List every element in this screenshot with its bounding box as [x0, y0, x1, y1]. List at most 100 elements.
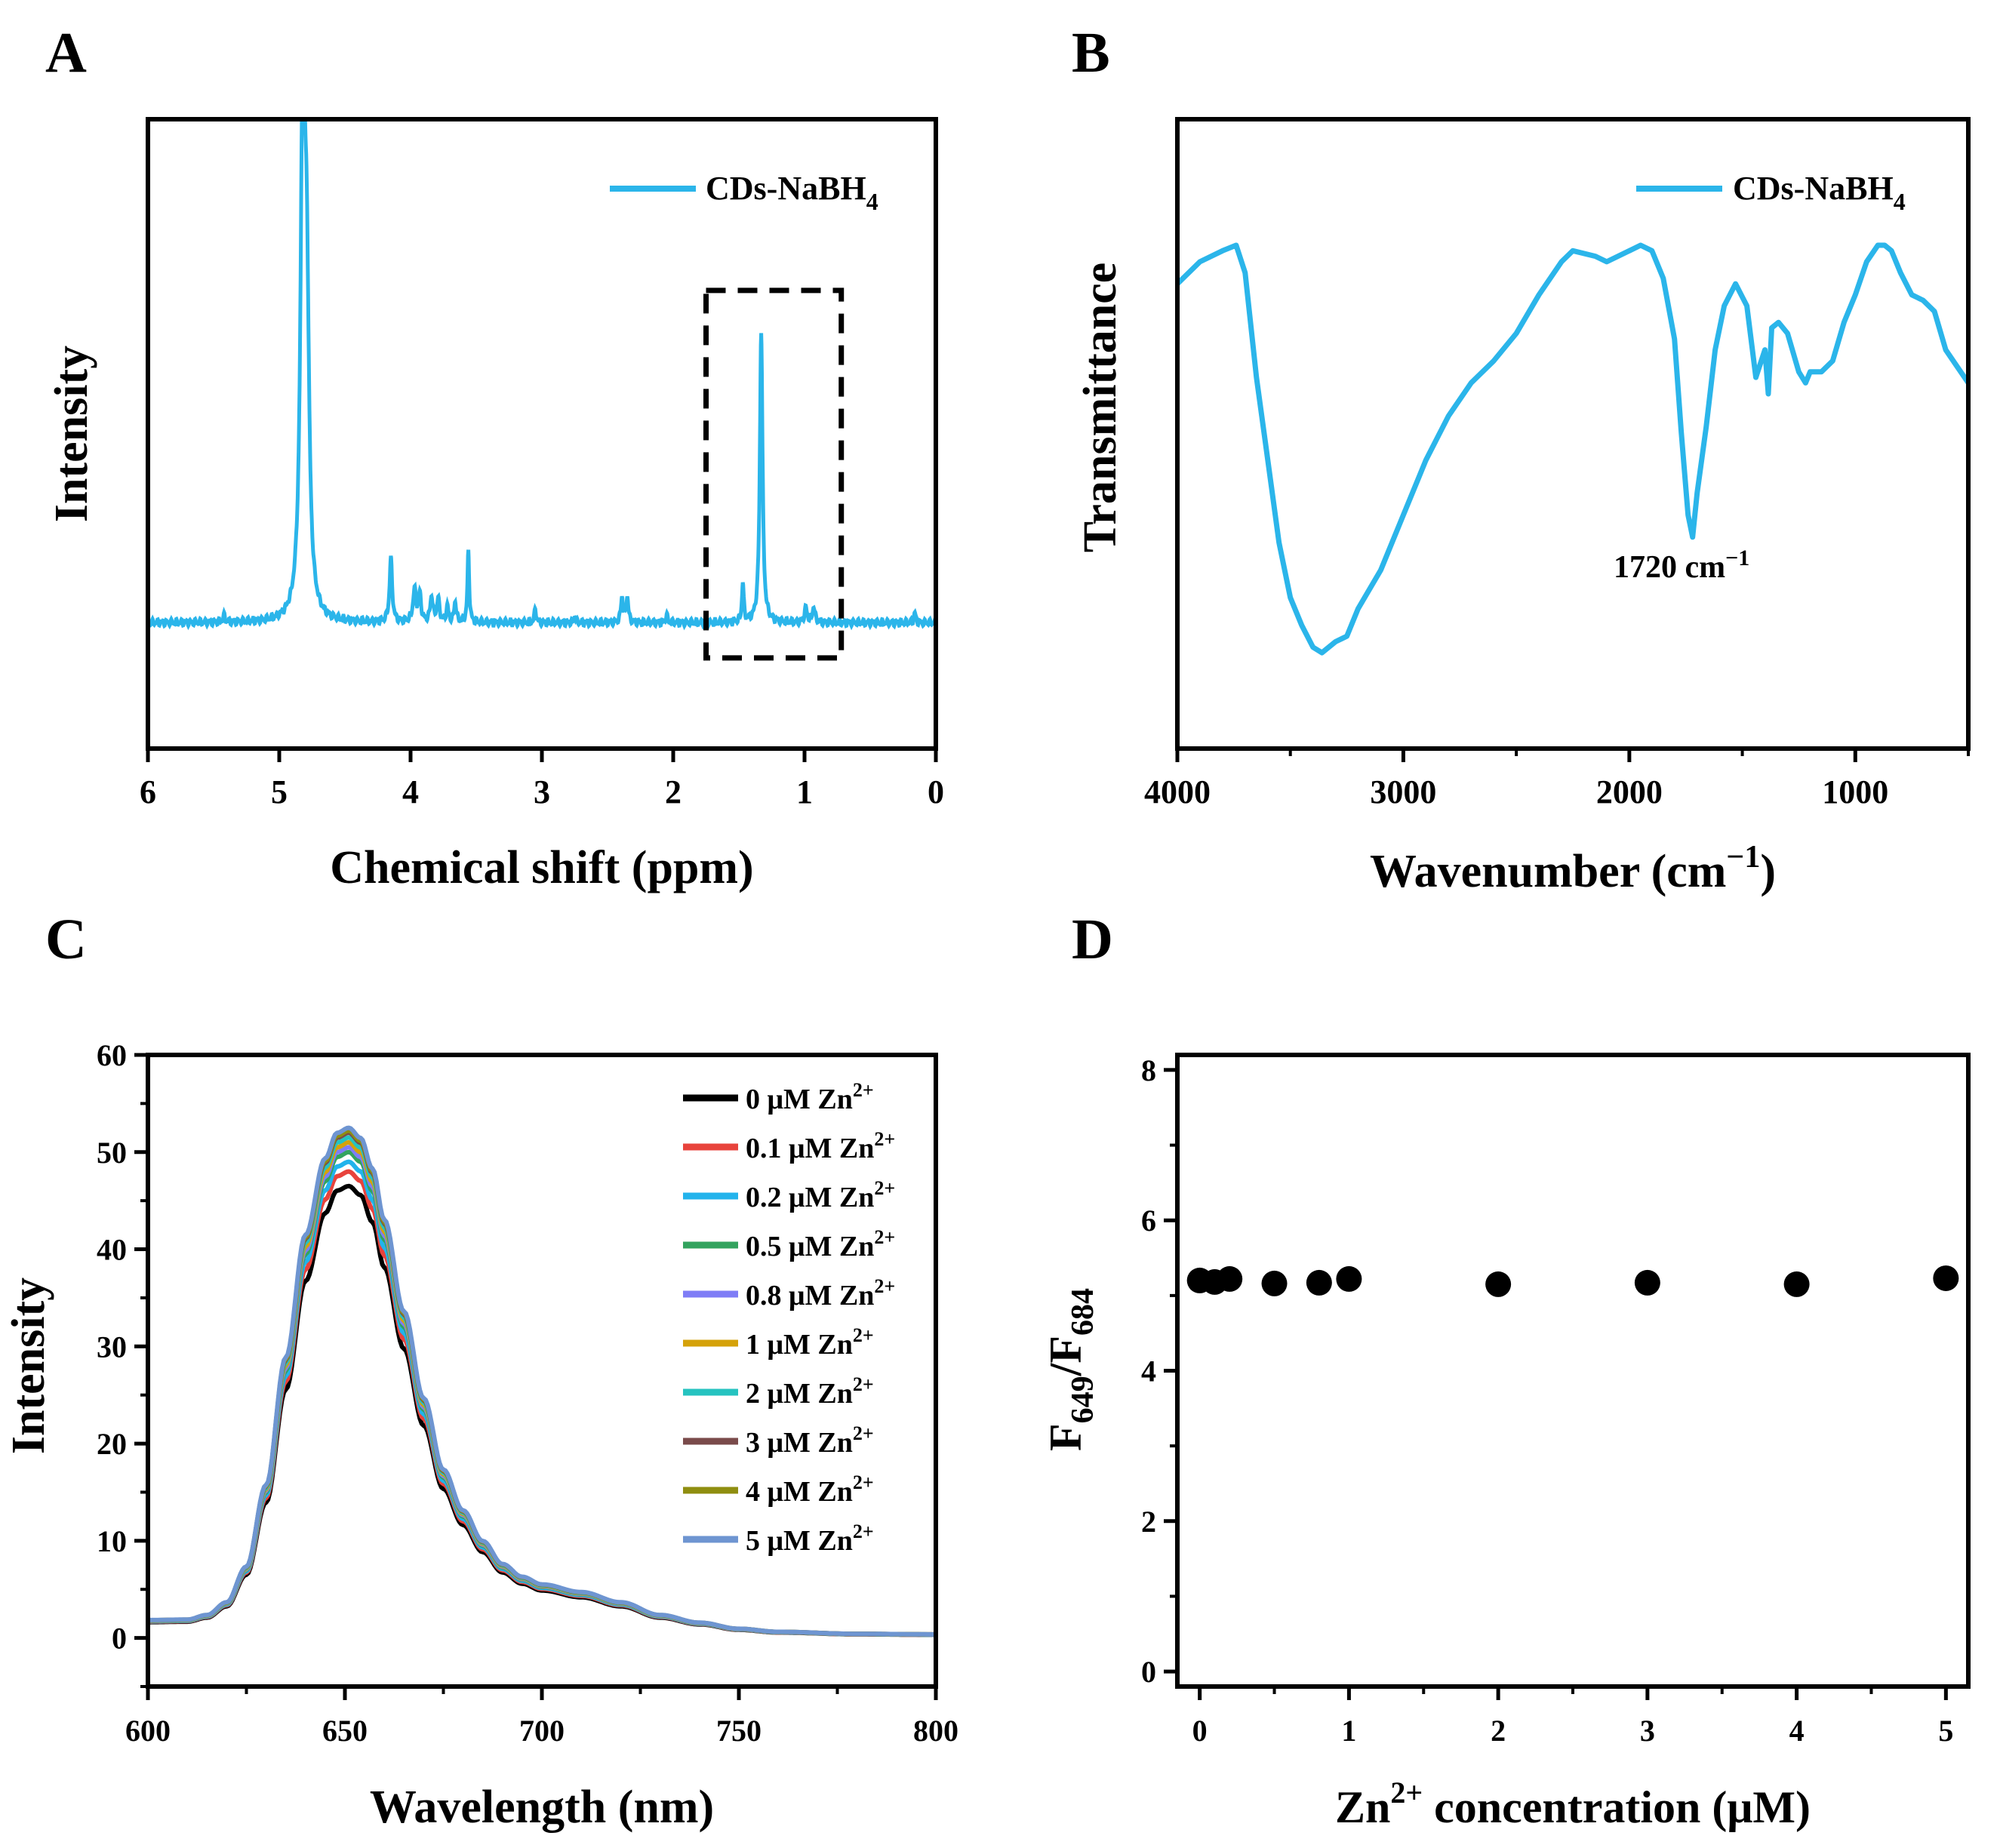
panel-c-legend-label-7: 3 μM Zn2+	[746, 1422, 874, 1459]
panel-d-xtick-label: 4	[1789, 1714, 1805, 1748]
panel-b-xlabel: Wavenumber (cm−1)	[1370, 840, 1776, 897]
panel-c-xtick-label: 750	[716, 1714, 762, 1748]
legend-sup: 2+	[853, 1422, 874, 1444]
panel-c-xlabel: Wavelength (nm)	[370, 1782, 714, 1833]
panel-c-legend-label-9: 5 μM Zn2+	[746, 1521, 874, 1557]
xlabel-post: concentration (μM)	[1423, 1782, 1811, 1832]
panel-c-legend-label-6: 2 μM Zn2+	[746, 1373, 874, 1410]
xlabel-sup: −1	[1726, 840, 1760, 875]
panel-d-ytick-label: 2	[1141, 1505, 1156, 1539]
panel-d-ytick-label: 4	[1141, 1354, 1156, 1388]
panel-b-legend-label: CDs-NaBH4	[1733, 170, 1906, 215]
legend-text: CDs-NaBH	[1733, 170, 1894, 207]
panel-c-ytick-label: 60	[97, 1038, 127, 1072]
panel-b-annotation-1720: 1720 cm−1	[1614, 546, 1749, 585]
ylabel-sub2: 684	[1066, 1288, 1100, 1336]
panel-d-frame	[1175, 1053, 1971, 1689]
legend-text: 0 μM Zn	[746, 1084, 853, 1115]
panel-d-xtick-label: 3	[1640, 1714, 1655, 1748]
legend-text: 1 μM Zn	[746, 1329, 853, 1361]
legend-sup: 2+	[874, 1128, 895, 1150]
panel-d-point-4	[1306, 1269, 1332, 1296]
panel-a-series-line	[148, 119, 936, 631]
panel-label-b: B	[1072, 21, 1110, 85]
legend-sup: 2+	[874, 1177, 895, 1199]
legend-text: 3 μM Zn	[746, 1427, 853, 1459]
panel-d-ylabel: F649/F684	[1041, 1288, 1100, 1451]
panel-c-ytick-label: 30	[97, 1330, 127, 1364]
panel-c-legend-label-5: 1 μM Zn2+	[746, 1324, 874, 1361]
panel-d-xtick-label: 5	[1938, 1714, 1953, 1748]
legend-sup: 2+	[853, 1373, 874, 1395]
panel-d: 0 1 2 3 4 5 0 2 4 6 8 Zn2+ concentration (μM) F649/F…	[1041, 1053, 1959, 1832]
panel-d-xtick-label: 2	[1491, 1714, 1506, 1748]
panel-d-xtick-label: 0	[1192, 1714, 1208, 1748]
panel-c-ytick-label: 40	[97, 1233, 127, 1267]
panel-c-xtick-label: 650	[322, 1714, 368, 1748]
panel-a-ylabel: Intensity	[46, 346, 97, 522]
panel-a-xtick-label: 3	[534, 773, 550, 810]
xlabel-close: )	[1760, 846, 1776, 897]
panel-b-xtick-label: 2000	[1596, 773, 1663, 810]
legend-text: 4 μM Zn	[746, 1476, 853, 1508]
legend-text: 5 μM Zn	[746, 1525, 853, 1557]
panel-a-xtick-label: 5	[271, 773, 288, 810]
panel-d-xlabel: Zn2+ concentration (μM)	[1335, 1776, 1811, 1832]
xlabel-sup: 2+	[1390, 1776, 1423, 1810]
annotation-text: 1720 cm	[1614, 550, 1725, 585]
panel-d-ytick-label: 0	[1141, 1655, 1156, 1689]
panel-d-point-6	[1485, 1271, 1512, 1297]
panel-a-dashed-box	[703, 288, 845, 661]
panel-c-legend-label-3: 0.5 μM Zn2+	[746, 1226, 895, 1262]
panel-c-xtick-label: 600	[125, 1714, 171, 1748]
panel-c-legend-label-8: 4 μM Zn2+	[746, 1471, 874, 1508]
legend-sup: 2+	[853, 1324, 874, 1346]
panel-d-xtick-label: 1	[1341, 1714, 1356, 1748]
xlabel-base: Wavenumber (cm	[1370, 846, 1726, 897]
ylabel-f: F	[1041, 1423, 1091, 1451]
panel-c-legend-label-4: 0.8 μM Zn2+	[746, 1275, 895, 1311]
legend-text: 2 μM Zn	[746, 1378, 853, 1410]
panel-a-xlabel: Chemical shift (ppm)	[330, 842, 753, 893]
panel-a-xtick-label: 0	[928, 773, 944, 810]
panel-b-series-line	[1175, 242, 1971, 656]
panel-c-xtick-label: 800	[913, 1714, 958, 1748]
panel-c: 600 650 700 750 800 0 10 20 30 40 50 60 Wavelength (…	[3, 1038, 958, 1833]
panel-c-legend-label-1: 0.1 μM Zn2+	[746, 1128, 895, 1164]
panel-a-xtick-label: 6	[140, 773, 156, 810]
panel-c-ylabel: Intensity	[3, 1278, 54, 1454]
panel-c-xtick-label: 700	[519, 1714, 565, 1748]
panel-label-d: D	[1072, 908, 1113, 971]
panel-c-ytick-label: 50	[97, 1136, 127, 1170]
panel-c-ytick-label: 20	[97, 1427, 127, 1461]
xlabel-pre: Zn	[1335, 1782, 1390, 1832]
panel-d-ytick-label: 8	[1141, 1053, 1156, 1087]
panel-c-ytick-label: 0	[112, 1622, 127, 1656]
panel-a-legend-label: CDs-NaBH4	[706, 170, 878, 215]
ylabel-sub1: 649	[1066, 1376, 1100, 1423]
legend-sub: 4	[1894, 188, 1906, 215]
annotation-sup: −1	[1725, 546, 1749, 570]
panel-c-legend-label-0: 0 μM Zn2+	[746, 1079, 874, 1115]
panel-d-point-2	[1217, 1265, 1243, 1292]
panel-d-point-8	[1783, 1271, 1810, 1297]
panel-d-point-3	[1261, 1270, 1288, 1296]
panel-b-frame	[1175, 117, 1971, 751]
legend-sup: 2+	[853, 1079, 874, 1101]
legend-text: 0.2 μM Zn	[746, 1182, 874, 1213]
panel-c-ytick-label: 10	[97, 1524, 127, 1558]
panel-d-point-9	[1933, 1265, 1959, 1291]
panel-c-frame	[146, 1053, 938, 1689]
legend-sup: 2+	[853, 1521, 874, 1542]
legend-text: 0.1 μM Zn	[746, 1133, 874, 1164]
legend-text: 0.8 μM Zn	[746, 1280, 874, 1311]
panel-a-xtick-label: 4	[402, 773, 419, 810]
panel-c-series-line-9	[147, 1125, 937, 1637]
panel-a: 6 5 4 3 2 1 0 Chemical shift (ppm) Intensity CDs-…	[46, 119, 944, 893]
legend-sup: 2+	[874, 1275, 895, 1297]
panel-label-a: A	[45, 21, 87, 85]
panel-label-c: C	[45, 908, 87, 971]
legend-sup: 2+	[853, 1471, 874, 1493]
